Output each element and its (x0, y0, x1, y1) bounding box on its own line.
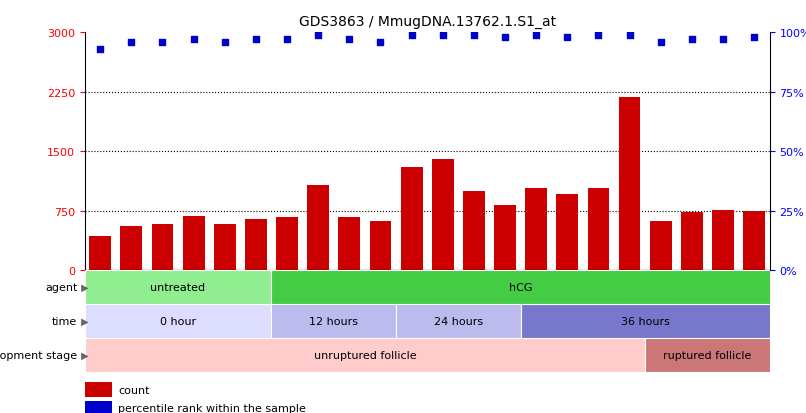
Point (436, 32, 449, 39)
Text: unruptured follicle: unruptured follicle (314, 350, 416, 360)
Bar (463, 191, 484, 271)
Bar (370, 221, 392, 271)
Bar (521, 304, 770, 338)
Point (156, 39, 169, 46)
Text: development stage: development stage (0, 350, 77, 360)
Bar (526, 188, 547, 271)
Point (312, 32, 325, 39)
Text: percentile rank within the sample: percentile rank within the sample (118, 404, 306, 413)
Point (748, 34, 761, 41)
Bar (85, 401, 112, 413)
Text: ruptured follicle: ruptured follicle (663, 350, 752, 360)
Bar (713, 210, 734, 271)
Bar (494, 206, 516, 271)
Point (218, 39, 231, 46)
Bar (645, 338, 770, 372)
Bar (276, 218, 298, 271)
Text: count: count (118, 385, 150, 395)
Text: ▶: ▶ (78, 282, 89, 292)
Text: agent: agent (45, 282, 77, 292)
Point (93, 46, 106, 53)
Bar (401, 168, 422, 271)
Text: 12 hours: 12 hours (310, 316, 358, 326)
Bar (396, 304, 521, 338)
Text: ▶: ▶ (78, 316, 89, 326)
Text: 0 hour: 0 hour (160, 316, 196, 326)
Point (623, 32, 636, 39)
Bar (556, 195, 578, 271)
Bar (307, 186, 329, 271)
Text: ▶: ▶ (78, 350, 89, 360)
Bar (85, 304, 272, 338)
Bar (588, 188, 609, 271)
Bar (183, 217, 205, 271)
Point (467, 32, 480, 39)
Point (561, 34, 574, 41)
Point (405, 32, 418, 39)
Title: GDS3863 / MmugDNA.13762.1.S1_at: GDS3863 / MmugDNA.13762.1.S1_at (298, 15, 556, 29)
Point (187, 37, 200, 43)
Bar (339, 218, 360, 271)
Point (343, 37, 355, 43)
Bar (432, 160, 454, 271)
Point (530, 32, 542, 39)
Bar (650, 221, 671, 271)
Bar (85, 271, 272, 304)
Bar (245, 220, 267, 271)
Point (280, 37, 293, 43)
Text: 24 hours: 24 hours (434, 316, 483, 326)
Point (592, 32, 604, 39)
Bar (152, 225, 173, 271)
Bar (619, 98, 641, 271)
Bar (743, 211, 765, 271)
Bar (681, 213, 703, 271)
Bar (89, 237, 111, 271)
Point (125, 39, 138, 46)
Bar (214, 225, 235, 271)
Text: hCG: hCG (509, 282, 532, 292)
Bar (272, 304, 396, 338)
Point (374, 39, 387, 46)
Point (250, 37, 263, 43)
Point (717, 37, 729, 43)
Bar (120, 226, 142, 271)
Point (499, 34, 512, 41)
Text: 36 hours: 36 hours (621, 316, 670, 326)
Text: untreated: untreated (151, 282, 206, 292)
Text: time: time (52, 316, 77, 326)
Bar (85, 382, 112, 397)
Point (685, 37, 698, 43)
Bar (85, 338, 645, 372)
Bar (272, 271, 770, 304)
Point (654, 39, 667, 46)
